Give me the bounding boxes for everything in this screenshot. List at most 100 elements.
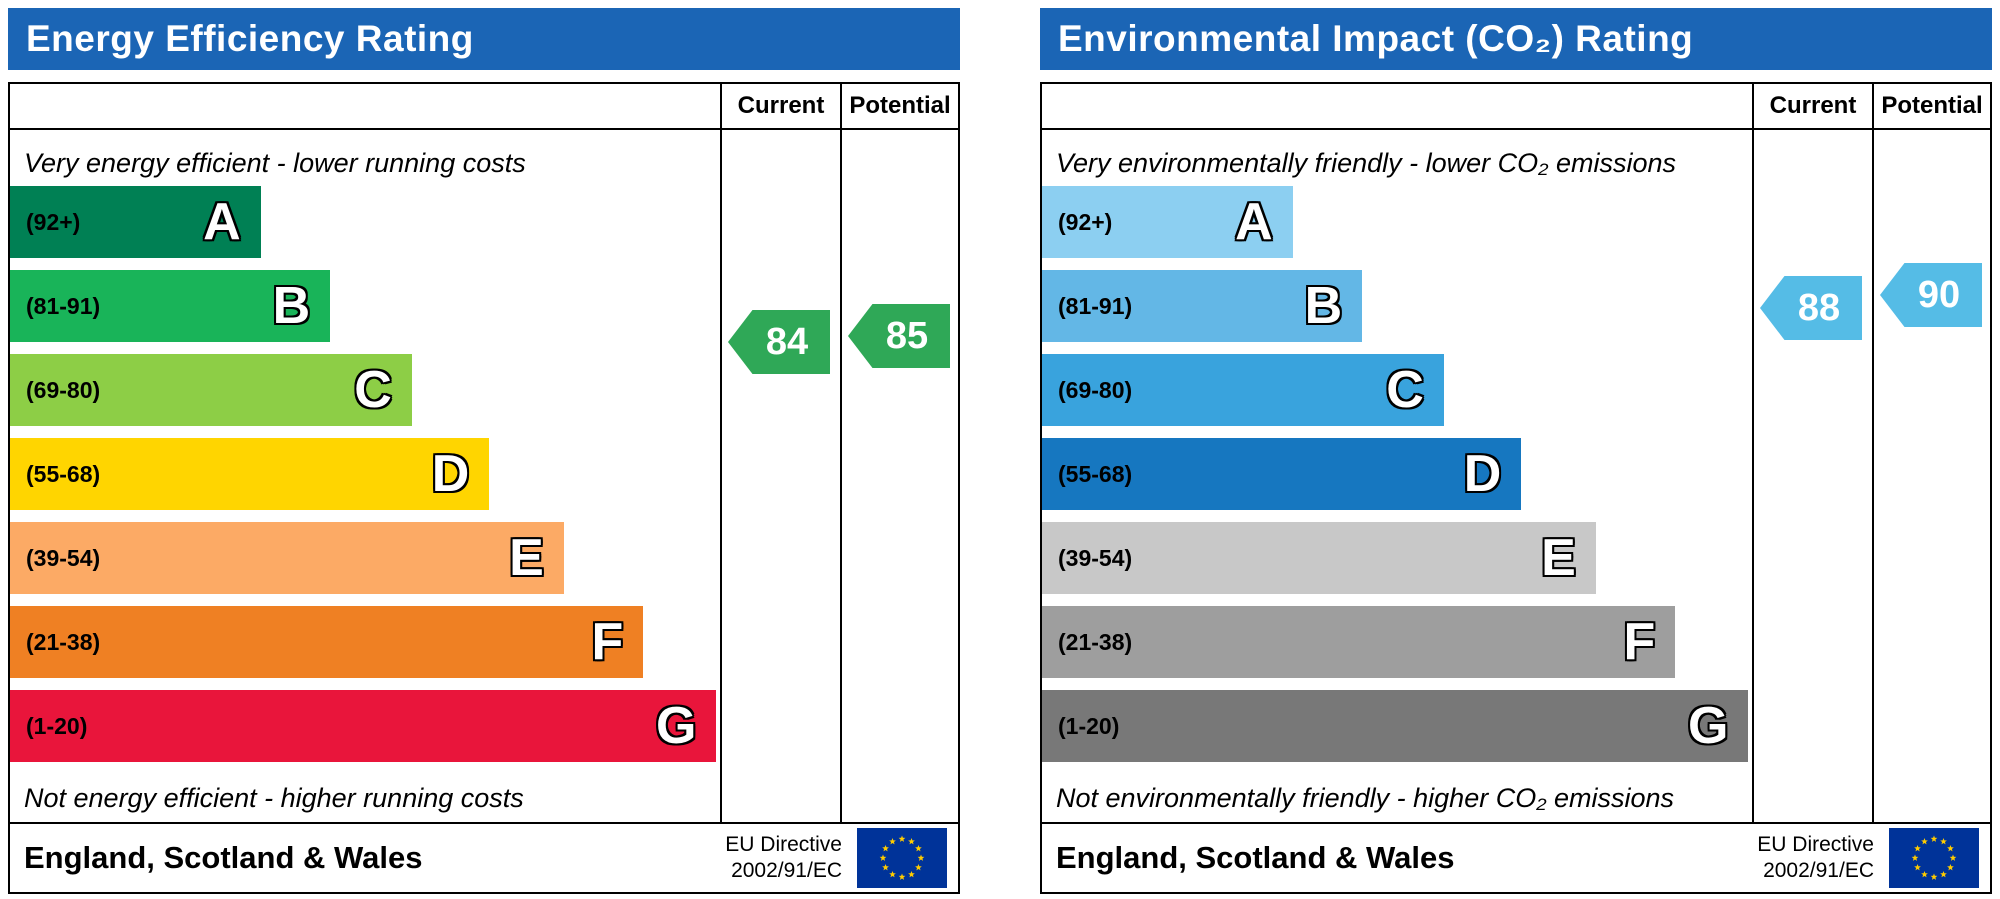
- table-head-spacer: [10, 84, 720, 128]
- current-rating-value: 88: [1797, 286, 1841, 329]
- band-range-label: (81-91): [1058, 292, 1133, 319]
- potential-rating-arrow: 90: [1880, 263, 1982, 327]
- band-b: (81-91) B: [10, 270, 331, 342]
- eu-flag-icon: [1889, 828, 1979, 888]
- band-letter: B: [272, 277, 311, 335]
- band-c: (69-80) C: [10, 354, 412, 426]
- band-letter: F: [1623, 613, 1656, 671]
- table-head: Current Potential: [1042, 84, 1990, 130]
- band-d: (55-68) D: [10, 438, 490, 510]
- band-letter: G: [1687, 697, 1729, 755]
- band-f: (21-38) F: [1042, 606, 1676, 678]
- band-range-label: (92+): [26, 208, 81, 235]
- current-column-header: Current: [1752, 84, 1872, 128]
- band-letter: F: [591, 613, 624, 671]
- environmental-impact-chart: Environmental Impact (CO₂) Rating Curren…: [1040, 8, 1992, 894]
- band-range-label: (55-68): [26, 460, 101, 487]
- current-rating-arrow: 88: [1760, 276, 1862, 340]
- chart-header: Energy Efficiency Rating: [8, 8, 960, 70]
- band-range-label: (55-68): [1058, 460, 1133, 487]
- eu-directive-label: EU Directive 2002/91/EC: [1757, 832, 1874, 885]
- band-g: (1-20) G: [10, 690, 717, 762]
- table-body: Very energy efficient - lower running co…: [10, 130, 958, 822]
- footer-region-label: England, Scotland & Wales: [1056, 840, 1455, 875]
- potential-rating-value: 85: [885, 314, 929, 357]
- rating-table: Current Potential Very energy efficient …: [8, 82, 960, 894]
- current-rating-value: 84: [765, 320, 809, 363]
- band-row: (81-91) B: [10, 270, 720, 342]
- band-letter: D: [1463, 445, 1502, 503]
- current-column-divider: [720, 130, 722, 822]
- band-row: (39-54) E: [1042, 522, 1752, 594]
- potential-column-divider: [840, 130, 842, 822]
- band-range-label: (81-91): [26, 292, 101, 319]
- band-row: (92+) A: [10, 186, 720, 258]
- band-letter: C: [354, 361, 392, 419]
- table-footer: England, Scotland & Wales EU Directive 2…: [1042, 822, 1990, 892]
- band-letter: B: [1304, 277, 1343, 335]
- band-e: (39-54) E: [1042, 522, 1596, 594]
- potential-rating-value: 90: [1917, 273, 1961, 316]
- caption-top: Very environmentally friendly - lower CO…: [1056, 148, 1676, 178]
- band-a: (92+) A: [10, 186, 261, 258]
- band-range-label: (39-54): [1058, 544, 1133, 571]
- band-row: (69-80) C: [1042, 354, 1752, 426]
- eu-directive-line1: EU Directive: [725, 832, 842, 856]
- table-head-spacer: [1042, 84, 1752, 128]
- eu-flag-icon: [857, 828, 947, 888]
- caption-bottom: Not energy efficient - higher running co…: [24, 783, 524, 813]
- current-column-divider: [1752, 130, 1754, 822]
- eu-directive-label: EU Directive 2002/91/EC: [725, 832, 842, 885]
- band-c: (69-80) C: [1042, 354, 1444, 426]
- current-rating-arrow: 84: [728, 310, 830, 374]
- potential-rating-arrow: 85: [848, 304, 950, 368]
- chart-title: Environmental Impact (CO₂) Rating: [1058, 18, 1694, 59]
- band-a: (92+) A: [1042, 186, 1293, 258]
- band-g: (1-20) G: [1042, 690, 1749, 762]
- band-range-label: (1-20): [1058, 712, 1120, 739]
- energy-efficiency-chart: Energy Efficiency Rating Current Potenti…: [8, 8, 960, 894]
- band-letter: G: [655, 697, 697, 755]
- current-column-header: Current: [720, 84, 840, 128]
- chart-header: Environmental Impact (CO₂) Rating: [1040, 8, 1992, 70]
- chart-title: Energy Efficiency Rating: [26, 18, 474, 59]
- band-letter: E: [1541, 529, 1576, 587]
- band-range-label: (21-38): [1058, 628, 1133, 655]
- band-row: (55-68) D: [1042, 438, 1752, 510]
- band-row: (81-91) B: [1042, 270, 1752, 342]
- eu-directive-line2: 2002/91/EC: [1763, 859, 1874, 882]
- table-head: Current Potential: [10, 84, 958, 130]
- footer-region-label: England, Scotland & Wales: [24, 840, 423, 875]
- band-range-label: (69-80): [26, 376, 101, 403]
- table-body: Very environmentally friendly - lower CO…: [1042, 130, 1990, 822]
- band-letter: E: [509, 529, 544, 587]
- band-range-label: (21-38): [26, 628, 101, 655]
- band-f: (21-38) F: [10, 606, 644, 678]
- potential-column-header: Potential: [1872, 84, 1990, 128]
- table-footer: England, Scotland & Wales EU Directive 2…: [10, 822, 958, 892]
- band-range-label: (92+): [1058, 208, 1113, 235]
- band-row: (39-54) E: [10, 522, 720, 594]
- band-row: (21-38) F: [1042, 606, 1752, 678]
- band-letter: D: [431, 445, 470, 503]
- band-letter: C: [1386, 361, 1424, 419]
- band-row: (1-20) G: [10, 690, 720, 762]
- caption-bottom: Not environmentally friendly - higher CO…: [1056, 783, 1675, 813]
- band-range-label: (39-54): [26, 544, 101, 571]
- band-b: (81-91) B: [1042, 270, 1363, 342]
- rating-table: Current Potential Very environmentally f…: [1040, 82, 1992, 894]
- band-row: (55-68) D: [10, 438, 720, 510]
- band-d: (55-68) D: [1042, 438, 1522, 510]
- band-row: (1-20) G: [1042, 690, 1752, 762]
- potential-column-header: Potential: [840, 84, 958, 128]
- band-row: (21-38) F: [10, 606, 720, 678]
- eu-directive-line1: EU Directive: [1757, 832, 1874, 856]
- bands-area: Very energy efficient - lower running co…: [10, 140, 720, 822]
- band-row: (92+) A: [1042, 186, 1752, 258]
- caption-top: Very energy efficient - lower running co…: [24, 148, 526, 178]
- band-e: (39-54) E: [10, 522, 564, 594]
- band-row: (69-80) C: [10, 354, 720, 426]
- band-range-label: (69-80): [1058, 376, 1133, 403]
- band-letter: A: [203, 193, 241, 251]
